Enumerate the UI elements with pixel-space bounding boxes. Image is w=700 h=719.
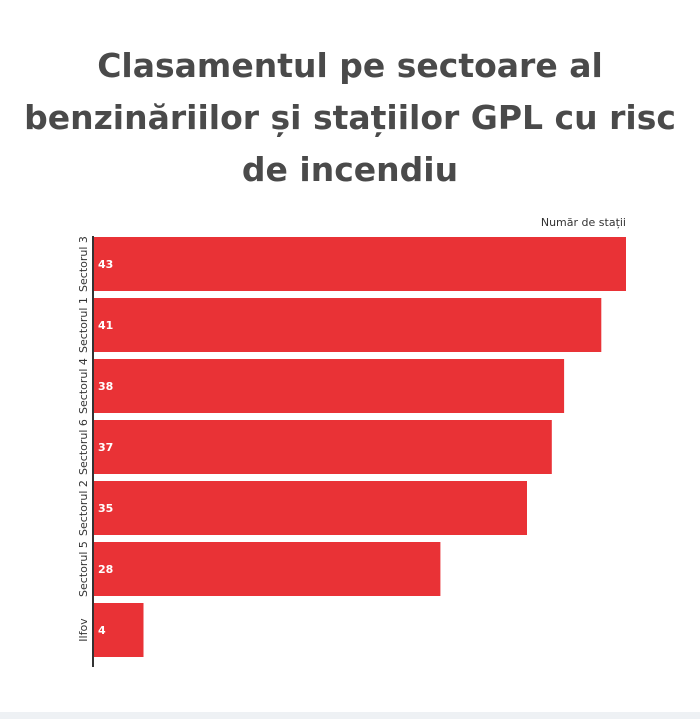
data-label-sectorul-6: 37 (98, 441, 113, 454)
data-label-sectorul-3: 43 (98, 258, 113, 271)
data-label-ilfov: 4 (98, 624, 106, 637)
data-label-sectorul-5: 28 (98, 563, 113, 576)
bar-sectorul-4 (94, 359, 565, 413)
category-labels: Sectorul 3 Sectorul 1 Sectorul 4 Sectorul 6… (77, 236, 90, 642)
category-label-sectorul-3: Sectorul 3 (77, 236, 90, 292)
bar-sectorul-5 (94, 542, 441, 596)
category-label-sectorul-4: Sectorul 4 (77, 358, 90, 414)
category-label-ilfov: Ilfov (77, 618, 90, 642)
chart-title: Clasamentul pe sectoare al benzinăriilor… (24, 46, 676, 189)
data-label-sectorul-4: 38 (98, 380, 113, 393)
bar-sectorul-6 (94, 420, 552, 474)
category-label-sectorul-1: Sectorul 1 (77, 297, 90, 353)
bar-sectorul-2 (94, 481, 527, 535)
category-label-sectorul-5: Sectorul 5 (77, 541, 90, 597)
bars-group: 43 41 38 37 35 28 4 (94, 237, 626, 657)
data-label-sectorul-2: 35 (98, 502, 113, 515)
bar-sectorul-3 (94, 237, 626, 291)
bottom-edge-strip (0, 712, 700, 719)
bar-sectorul-1 (94, 298, 602, 352)
data-label-sectorul-1: 41 (98, 319, 113, 332)
value-axis-label: Număr de stații (541, 216, 626, 229)
category-label-sectorul-2: Sectorul 2 (77, 480, 90, 536)
category-label-sectorul-6: Sectorul 6 (77, 419, 90, 475)
bar-ilfov (94, 603, 144, 657)
